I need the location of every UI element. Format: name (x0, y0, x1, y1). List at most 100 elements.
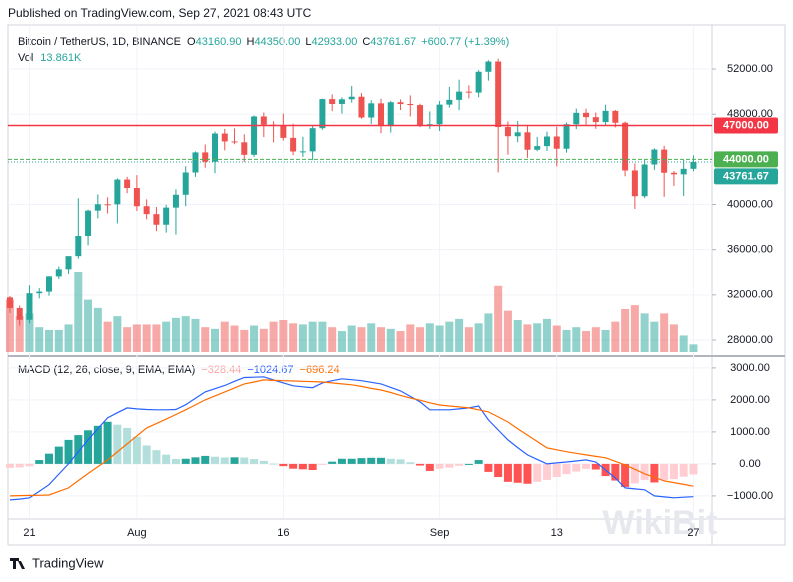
candle-body (46, 276, 53, 292)
candle-body (524, 132, 531, 150)
macd-histogram-bar (152, 450, 161, 464)
macd-histogram-bar (181, 458, 190, 464)
candle-body (436, 104, 443, 125)
volume-bar (181, 316, 190, 352)
published-note: Published on TradingView.com, Sep 27, 20… (8, 6, 312, 20)
volume-bar (611, 321, 620, 352)
x-tick-label: 13 (551, 527, 563, 539)
volume-bar (347, 325, 356, 352)
candle-body (592, 117, 599, 123)
macd-histogram-bar (318, 463, 327, 465)
volume-bar (572, 327, 581, 352)
volume-bar (386, 328, 395, 352)
macd-histogram-bar (191, 457, 200, 464)
volume-bar (113, 316, 122, 352)
volume-bar (542, 318, 551, 352)
candle-body (16, 307, 23, 320)
candle-body (260, 116, 267, 125)
candle-body (397, 102, 404, 104)
candle-body (329, 99, 336, 104)
volume-bar (650, 321, 659, 352)
macd-histogram-bar (5, 463, 14, 468)
volume-bar (152, 324, 161, 352)
ohlc-value: 44350.00 (254, 36, 300, 48)
macd-histogram-bar (542, 463, 551, 480)
macd-line (9, 379, 694, 497)
volume-bar (54, 329, 63, 352)
macd-histogram-bar (367, 457, 376, 464)
candle-body (172, 194, 179, 208)
macd-histogram-bar (396, 459, 405, 464)
candle-body (368, 103, 375, 118)
macd-histogram-bar (35, 460, 44, 464)
macd-histogram-bar (357, 458, 366, 464)
candle-body (241, 142, 248, 155)
symbol: Bitcoin / TetherUS, 1D, BINANCE (18, 36, 181, 48)
macd-histogram-bar (386, 458, 395, 464)
volume-bar (191, 318, 200, 352)
macd-histogram-bar (621, 463, 630, 487)
volume-bar (562, 329, 571, 352)
macd-histogram-bar (269, 463, 278, 465)
change: +600.77 (+1.39%) (421, 36, 509, 48)
price-label-bg (714, 151, 778, 168)
macd-legend-value: −1024.67 (247, 364, 293, 376)
volume-bar (376, 327, 385, 352)
volume-bar (669, 324, 678, 352)
macd-histogram-bar (503, 463, 512, 482)
macd-histogram-bar (494, 463, 503, 478)
macd-histogram-bar (162, 454, 171, 464)
macd-histogram-bar (93, 425, 102, 464)
y-tick-label: 2000.00 (730, 394, 770, 406)
macd-histogram-bar (660, 463, 669, 480)
candle-body (290, 137, 297, 152)
x-tick-label: 27 (687, 527, 699, 539)
candle-body (202, 152, 209, 162)
volume-legend: Vol 13.861K (18, 52, 82, 64)
volume-bar (15, 316, 24, 352)
macd-histogram-bar (113, 424, 122, 464)
macd-histogram-bar (220, 457, 229, 464)
macd-histogram-bar (416, 463, 425, 466)
volume-bar (84, 299, 93, 352)
candle-body (690, 162, 697, 169)
candle-body (104, 204, 111, 206)
candle-body (358, 96, 365, 118)
macd-histogram-bar (54, 446, 63, 464)
candle-body (182, 172, 189, 195)
macd-histogram-bar (455, 463, 464, 466)
volume-bar (171, 317, 180, 352)
y-tick-label: 3000.00 (730, 362, 770, 374)
candle-body (534, 146, 541, 150)
price-label: 47000.00 (723, 119, 769, 131)
macd-histogram-bar (308, 463, 317, 470)
macd-histogram-bar (15, 463, 24, 468)
volume-bar (630, 305, 639, 352)
candle-body (231, 141, 238, 143)
price-label: 43761.67 (723, 170, 769, 182)
y-tick-label: 36000.00 (727, 244, 773, 256)
volume-bar (103, 321, 112, 352)
macd-histogram-bar (435, 463, 444, 469)
volume-bar (230, 325, 239, 352)
macd-histogram-bar (523, 463, 532, 484)
volume-bar (220, 321, 229, 352)
volume-bar (5, 299, 14, 352)
candle-body (163, 207, 170, 225)
macd-histogram-bar (45, 453, 54, 464)
candle-body (573, 112, 580, 125)
volume-bar (484, 313, 493, 352)
macd-histogram-bar (650, 463, 659, 483)
macd-histogram-bar (201, 455, 210, 464)
candle-body (94, 204, 101, 211)
macd-histogram-bar (298, 463, 307, 470)
volume-bar (93, 307, 102, 352)
candle-body (465, 91, 472, 93)
x-tick-label: 21 (23, 527, 35, 539)
volume-bar (201, 327, 210, 352)
volume-bar (308, 321, 317, 352)
macd-legend: MACD (12, 26, close, 9, EMA, EMA) −328.44… (18, 364, 340, 376)
